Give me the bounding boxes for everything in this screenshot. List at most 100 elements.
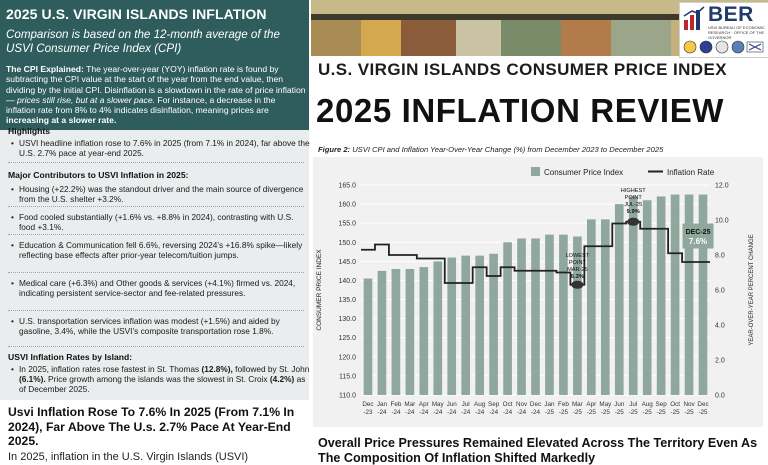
- x-tick-label: -23: [363, 409, 373, 416]
- y-tick-label: 125.0: [338, 335, 356, 342]
- annotation-label: LOWEST: [566, 253, 590, 259]
- divider: [8, 346, 304, 347]
- cpi-bar: [545, 234, 554, 395]
- highlights-box: [0, 130, 309, 400]
- cpi-bar: [503, 242, 512, 395]
- ber-bar-mark-icon: [683, 6, 705, 30]
- cpi-bar: [391, 269, 401, 395]
- cpi-bar: [698, 194, 708, 395]
- x-tick-label: Oct: [503, 401, 513, 408]
- figure-label: Figure 2:: [318, 145, 351, 154]
- divider: [8, 234, 304, 235]
- x-tick-label: -24: [419, 409, 429, 416]
- y-tick-label: 130.0: [338, 316, 356, 323]
- divider: [8, 310, 304, 311]
- x-tick-label: -24: [475, 409, 485, 416]
- cpi-bar: [684, 194, 694, 395]
- left-article-headline: Usvi Inflation Rose To 7.6% In 2025 (Fro…: [8, 405, 295, 448]
- x-tick-label: Sep: [656, 401, 668, 408]
- y2-tick-label: 6.0: [715, 288, 725, 295]
- cpi-bar: [489, 253, 498, 395]
- cpi-bar: [475, 255, 484, 395]
- x-tick-label: Dec: [530, 401, 541, 408]
- government-seals-icon: [683, 40, 764, 54]
- annotation-value: 7.6%: [689, 237, 707, 246]
- logo-subtitle: USVI BUREAU OF ECONOMIC RESEARCH · OFFIC…: [708, 25, 765, 40]
- x-tick-label: -24: [531, 409, 541, 416]
- cpi-bar: [600, 219, 610, 395]
- annotation-label: JUL-25: [624, 202, 642, 208]
- annotation-label: DEC-25: [686, 229, 711, 236]
- annotation-value: 9.9%: [627, 209, 640, 215]
- x-tick-label: -24: [377, 409, 387, 416]
- annotation-label: HIGHEST: [621, 188, 646, 194]
- y-tick-label: 115.0: [339, 373, 356, 380]
- annotation-marker: [627, 217, 640, 226]
- x-tick-label: Jan: [544, 401, 555, 408]
- y2-tick-label: 4.0: [715, 323, 725, 330]
- y2-tick-label: 8.0: [715, 253, 725, 260]
- x-tick-label: -25: [559, 409, 569, 416]
- inflation-rate-line: [361, 220, 710, 286]
- cpi-bar: [670, 194, 680, 395]
- x-tick-label: -24: [489, 409, 499, 416]
- legend-label-cpi: Consumer Price Index: [544, 168, 623, 177]
- x-tick-label: Mar: [404, 401, 415, 408]
- cpi-explained-part1: The year-over-year (YOY) inflation rate …: [6, 64, 306, 95]
- x-tick-label: -24: [433, 409, 443, 416]
- island-text: In 2025, inflation rates rose fastest in…: [19, 364, 202, 374]
- st-croix-rate: (4.2%): [269, 374, 295, 384]
- banner-main-title: 2025 INFLATION REVIEW: [316, 92, 725, 129]
- x-tick-label: Nov: [516, 401, 528, 408]
- x-tick-label: Aug: [642, 401, 654, 408]
- island-text: followed by St. John: [232, 364, 310, 374]
- y-tick-label: 135.0: [338, 297, 356, 304]
- y-tick-label: 110.0: [339, 393, 356, 400]
- legend-label-inflation: Inflation Rate: [667, 168, 715, 177]
- contributor-item: Housing (+22.2%) was the standout driver…: [11, 184, 311, 204]
- x-tick-label: -24: [405, 409, 415, 416]
- x-tick-label: Jul: [462, 401, 470, 408]
- x-tick-label: -25: [643, 409, 653, 416]
- x-tick-label: Jul: [629, 401, 637, 408]
- divider: [8, 206, 304, 207]
- x-tick-label: -24: [391, 409, 401, 416]
- left-title: 2025 U.S. VIRGIN ISLANDS INFLATION: [6, 6, 267, 22]
- y-tick-label: 140.0: [338, 278, 356, 285]
- x-tick-label: Jan: [377, 401, 388, 408]
- y2-tick-label: 12.0: [715, 183, 729, 190]
- x-tick-label: Feb: [390, 401, 401, 408]
- x-tick-label: -25: [573, 409, 583, 416]
- x-tick-label: -25: [545, 409, 555, 416]
- annotations: HIGHESTPOINTJUL-259.9%LOWESTPOINTMAR-256…: [566, 188, 714, 289]
- x-tick-label: -24: [503, 409, 513, 416]
- highlight-item: USVI headline inflation rose to 7.6% in …: [11, 138, 311, 158]
- contributors-heading: Major Contributors to USVI Inflation in …: [8, 170, 189, 180]
- island-text: Price growth among the islands was the s…: [45, 374, 270, 384]
- annotation-label: MAR-25: [567, 267, 588, 273]
- figure-caption: Figure 2: USVI CPI and Inflation Year-Ov…: [318, 145, 663, 154]
- banner-title: U.S. VIRGIN ISLANDS CONSUMER PRICE INDEX: [318, 60, 727, 79]
- contributor-item: U.S. transportation services inflation w…: [11, 316, 311, 336]
- highlights-heading: Highlights: [8, 126, 51, 136]
- x-tick-label: Aug: [474, 401, 486, 408]
- cpi-bar: [461, 255, 471, 395]
- x-tick-label: -25: [657, 409, 667, 416]
- x-tick-label: Jun: [614, 401, 625, 408]
- x-tick-label: Apr: [586, 401, 596, 408]
- dec-25-callout-box: [682, 223, 714, 249]
- annotation-marker: [571, 280, 584, 289]
- cpi-explained-italic: — prices still rise, but at a slower pac…: [6, 94, 156, 105]
- x-tick-label: -25: [615, 409, 625, 416]
- left-subtitle: Comparison is based on the 12-month aver…: [6, 28, 280, 55]
- y-tick-label: 160.0: [338, 202, 356, 209]
- cpi-bar: [531, 238, 540, 395]
- x-tick-label: Nov: [683, 401, 695, 408]
- cpi-bar: [419, 267, 429, 395]
- y-axis-title: CONSUMER PRICE INDEX: [316, 249, 323, 331]
- y-tick-label: 155.0: [338, 221, 356, 228]
- ber-logo: BER USVI BUREAU OF ECONOMIC RESEARCH · O…: [679, 2, 768, 58]
- st-john-rate: (6.1%).: [19, 374, 46, 384]
- x-tick-label: -25: [629, 409, 639, 416]
- cpi-bar: [573, 236, 582, 395]
